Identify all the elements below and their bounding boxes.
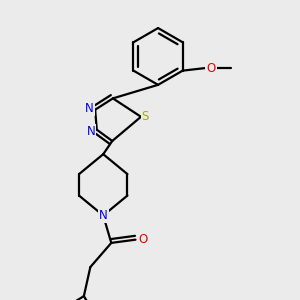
Text: O: O: [138, 233, 147, 246]
Text: O: O: [206, 61, 216, 75]
Text: N: N: [85, 102, 94, 115]
Text: N: N: [87, 125, 95, 138]
Text: N: N: [99, 209, 108, 222]
Text: S: S: [142, 110, 149, 123]
